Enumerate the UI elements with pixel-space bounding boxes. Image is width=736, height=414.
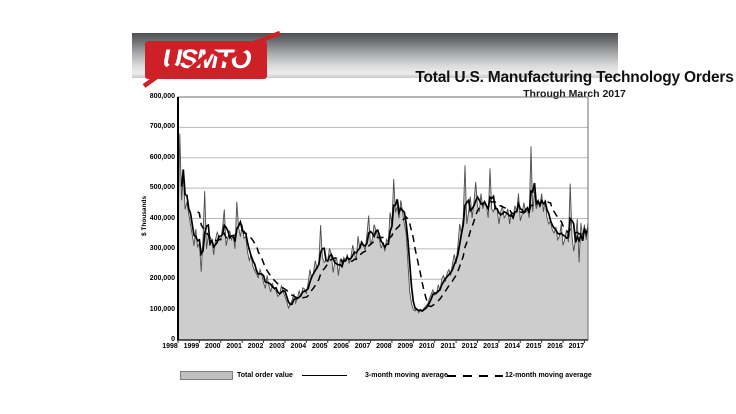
y-tick-label: 500,000 <box>149 184 175 192</box>
y-tick-label: 800,000 <box>149 93 175 100</box>
ma12-line <box>197 200 589 308</box>
x-tick-label: 2001 <box>226 343 242 350</box>
x-tick-label: 2009 <box>397 343 414 350</box>
legend-line-3-month-icon <box>302 375 347 376</box>
legend-label-total-order-value: Total order value <box>237 372 293 379</box>
x-tick-label: 2017 <box>568 343 585 350</box>
x-tick-label: 2013 <box>483 343 499 350</box>
x-tick-label: 2005 <box>311 343 328 350</box>
y-tick-label: 600,000 <box>149 153 175 161</box>
logo-zigzag-icon <box>142 30 281 88</box>
x-tick-label: 2014 <box>504 343 521 350</box>
legend-line-12-month-icon <box>447 375 503 377</box>
x-tick-label: 2006 <box>333 343 349 350</box>
x-tick-label: 2002 <box>247 343 264 350</box>
x-tick-label: 2011 <box>440 343 456 350</box>
x-tick-label: 1998 <box>162 343 178 350</box>
y-tick-label: 400,000 <box>149 214 175 222</box>
x-tick-label: 2004 <box>290 343 307 350</box>
x-tick-label: 1999 <box>183 343 200 350</box>
page-title: Total U.S. Manufacturing Technology Orde… <box>415 69 734 86</box>
y-tick-label: 300,000 <box>149 244 175 252</box>
y-tick-label: 0 <box>171 336 175 343</box>
total-order-value-area <box>178 133 588 340</box>
y-tick-label: 200,000 <box>149 275 175 283</box>
x-tick-label: 2012 <box>461 343 478 350</box>
legend-label-12-month-moving-average: 12-month moving average <box>505 372 592 379</box>
usmto-logo: USMTO <box>142 30 281 88</box>
x-tick-label: 2016 <box>547 343 563 350</box>
x-tick-label: 2000 <box>204 343 221 350</box>
x-tick-label: 2010 <box>418 343 435 350</box>
ma3-line <box>180 169 589 313</box>
x-tick-label: 2007 <box>354 343 371 350</box>
x-tick-label: 2008 <box>376 343 392 350</box>
y-tick-label: 700,000 <box>149 123 175 131</box>
x-tick-label: 2003 <box>269 343 285 350</box>
x-tick-label: 2015 <box>525 343 542 350</box>
y-tick-label: 100,000 <box>149 305 175 313</box>
legend-swatch-total-order-value <box>180 371 233 380</box>
legend: Total order value 3-month moving average… <box>0 368 736 386</box>
legend-label-3-month-moving-average: 3-month moving average <box>365 372 448 379</box>
